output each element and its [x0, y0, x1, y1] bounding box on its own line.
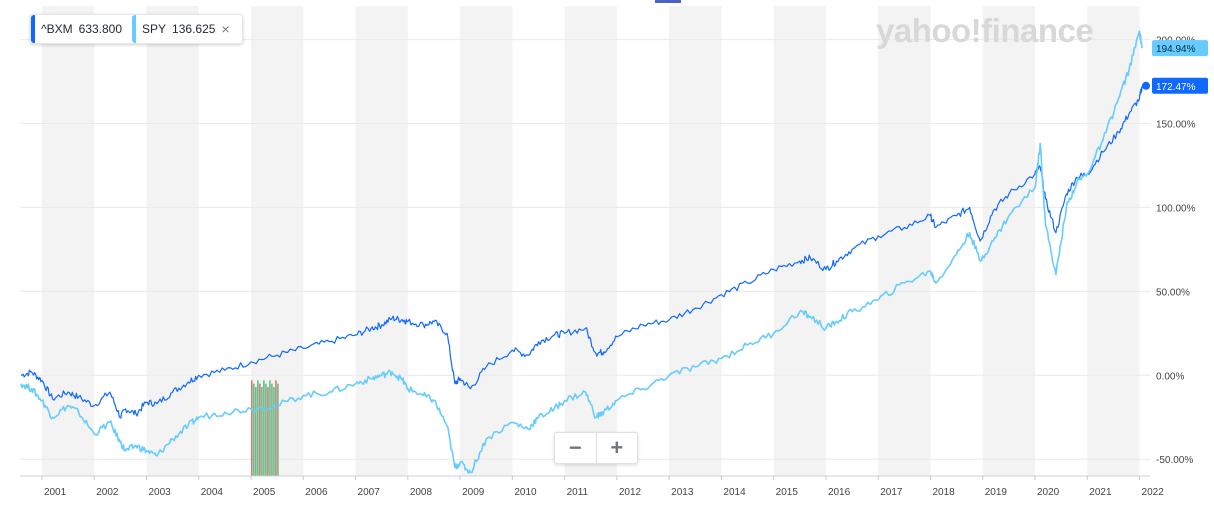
y-tick-label: -50.00% [1156, 455, 1193, 466]
end-label-text: 172.47% [1156, 82, 1196, 93]
legend-value: 136.625 [172, 22, 216, 36]
yahoo-finance-watermark: yahoo!finance [876, 12, 1094, 49]
legend-item-spy[interactable]: SPY 136.625 × [132, 15, 242, 43]
x-tick-label: 2009 [462, 487, 485, 498]
legend-value: 633.800 [78, 22, 123, 36]
series-lines [20, 30, 1143, 474]
x-tick-label: 2014 [723, 487, 746, 498]
x-tick-label: 2006 [305, 487, 328, 498]
x-tick-label: 2008 [410, 487, 433, 498]
x-tick-label: 2021 [1089, 487, 1112, 498]
series-line-spy [20, 30, 1143, 474]
zoom-out-button[interactable]: − [555, 433, 597, 463]
x-tick-label: 2001 [44, 487, 67, 498]
y-tick-label: 50.00% [1156, 287, 1190, 298]
year-band [773, 6, 826, 476]
series-legend: ^BXM 633.800 SPY 136.625 × [30, 14, 243, 44]
legend-symbol: SPY [142, 22, 167, 36]
y-tick-label: 0.00% [1156, 371, 1184, 382]
x-tick-label: 2012 [619, 487, 642, 498]
zoom-in-button[interactable]: + [610, 435, 624, 460]
volume-bar [265, 383, 267, 476]
volume-bar [275, 380, 277, 476]
year-band [878, 6, 931, 476]
volume-bars [251, 380, 279, 476]
volume-bar [257, 380, 259, 476]
y-tick-label: 100.00% [1156, 203, 1196, 214]
range-tab-indicator [655, 0, 681, 3]
x-tick-label: 2004 [201, 487, 224, 498]
end-label-box [1152, 77, 1208, 94]
x-tick-label: 2019 [985, 487, 1008, 498]
x-axis: 2001 2002 2003 2004 2005 2006 2007 2008 2009 2010… [20, 475, 1165, 498]
x-tick-label: 2003 [148, 487, 171, 498]
x-tick-label: 2016 [828, 487, 851, 498]
volume-bar [271, 383, 273, 476]
legend-color-swatch [31, 15, 35, 43]
end-labels: 172.47% 194.94% [1142, 40, 1208, 94]
year-band [41, 6, 95, 476]
volume-bar [259, 383, 261, 476]
volume-bar [255, 387, 257, 476]
x-tick-label: 2018 [932, 487, 955, 498]
x-tick-label: 2002 [96, 487, 119, 498]
x-tick-label: 2015 [776, 487, 799, 498]
end-label-text: 194.94% [1156, 44, 1196, 55]
y-axis: -50.00%0.00%50.00%100.00%150.00%200.00% [1156, 36, 1196, 467]
alternating-year-bands [41, 6, 1140, 476]
series-line-bxm [20, 85, 1143, 419]
volume-bar [267, 387, 269, 476]
x-tick-label: 2005 [253, 487, 276, 498]
volume-bar [269, 380, 271, 476]
volume-bar [277, 383, 279, 476]
year-band [982, 6, 1036, 476]
legend-symbol: ^BXM [41, 22, 73, 36]
volume-bar [263, 380, 265, 476]
volume-bar [253, 383, 255, 476]
year-band [564, 6, 617, 476]
year-band [146, 6, 199, 476]
legend-color-swatch [132, 15, 137, 43]
volume-bar [261, 387, 263, 476]
x-tick-label: 2020 [1037, 487, 1060, 498]
end-label-box [1152, 40, 1208, 57]
legend-item-bxm[interactable]: ^BXM 633.800 [31, 15, 132, 43]
close-icon[interactable]: × [221, 21, 230, 37]
year-band [460, 6, 513, 476]
volume-bar [273, 387, 275, 476]
x-tick-label: 2013 [671, 487, 694, 498]
x-tick-label: 2011 [567, 487, 589, 498]
x-tick-label: 2010 [514, 487, 537, 498]
year-band [355, 6, 408, 476]
y-tick-label: 150.00% [1156, 120, 1196, 131]
zoom-controls: − + [554, 432, 638, 464]
series-end-marker [1142, 81, 1150, 90]
x-tick-label: 2022 [1142, 487, 1165, 498]
x-tick-label: 2017 [880, 487, 903, 498]
year-band [669, 6, 722, 476]
volume-bar [251, 380, 253, 476]
year-band [1087, 6, 1140, 476]
x-tick-label: 2007 [358, 487, 381, 498]
